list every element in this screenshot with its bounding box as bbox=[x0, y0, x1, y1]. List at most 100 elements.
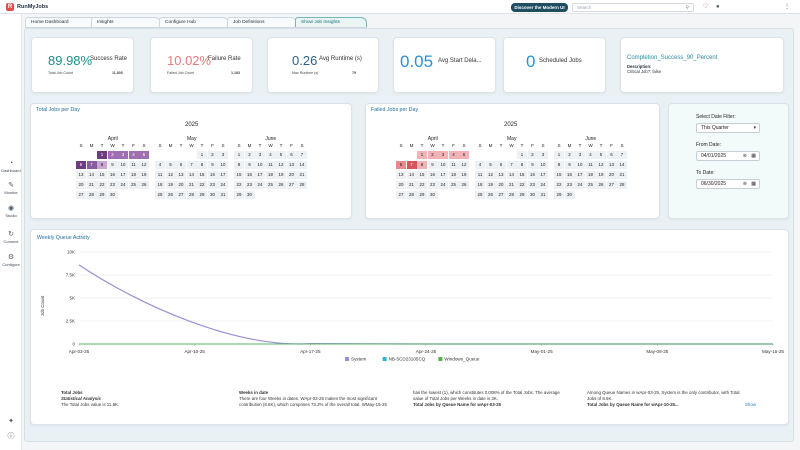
calendar-day[interactable]: 18 bbox=[155, 181, 165, 189]
calendar-day[interactable]: 18 bbox=[475, 181, 485, 189]
calendar-day[interactable]: 12 bbox=[165, 171, 176, 179]
calendar-day[interactable]: 28 bbox=[297, 181, 307, 189]
calendar-day[interactable]: 25 bbox=[448, 181, 459, 189]
calendar-day[interactable]: 18 bbox=[265, 171, 276, 179]
calendar-day[interactable]: 25 bbox=[265, 181, 276, 189]
calendar-day[interactable]: 21 bbox=[86, 181, 97, 189]
calendar-day[interactable]: 3 bbox=[218, 151, 228, 159]
calendar-day[interactable]: 1 bbox=[97, 151, 107, 159]
calendar-day[interactable]: 25 bbox=[128, 181, 139, 189]
calendar-day[interactable]: 20 bbox=[496, 181, 506, 189]
calendar-day[interactable]: 29 bbox=[417, 191, 427, 199]
calendar-day[interactable]: 31 bbox=[538, 191, 548, 199]
calendar-day[interactable]: 8 bbox=[197, 161, 207, 169]
calendar-day[interactable]: 14 bbox=[297, 161, 307, 169]
calendar-icon[interactable]: ▦ bbox=[751, 153, 756, 159]
calendar-icon[interactable]: ▦ bbox=[751, 181, 756, 187]
calendar-day[interactable]: 4 bbox=[128, 151, 139, 159]
calendar-day[interactable]: 9 bbox=[207, 161, 218, 169]
notification-bell-icon[interactable]: ♡ bbox=[703, 4, 709, 10]
calendar-day[interactable]: 1 bbox=[234, 151, 244, 159]
calendar-day[interactable]: 14 bbox=[617, 161, 627, 169]
calendar-day[interactable]: 30 bbox=[207, 191, 218, 199]
calendar-day[interactable]: 11 bbox=[128, 161, 139, 169]
to-date-input[interactable]: 06/30/2025 ⊗ ▦ bbox=[696, 179, 760, 189]
tab-home-dashboard[interactable]: Home Dashboard bbox=[25, 17, 97, 28]
calendar-day[interactable]: 19 bbox=[485, 181, 496, 189]
calendar-day[interactable]: 23 bbox=[527, 181, 538, 189]
calendar-day[interactable]: 27 bbox=[176, 191, 186, 199]
calendar-day[interactable]: 15 bbox=[97, 171, 107, 179]
calendar-day[interactable]: 25 bbox=[155, 191, 165, 199]
calendar-day[interactable]: 7 bbox=[406, 161, 417, 169]
calendar-day[interactable]: 18 bbox=[128, 171, 139, 179]
more-options-icon[interactable]: ⋮ bbox=[784, 4, 790, 10]
tab-configure-hub[interactable]: Configure Hub bbox=[159, 17, 229, 28]
sidebar-item-monitor[interactable]: ✎ Monitor bbox=[0, 182, 22, 195]
calendar-day[interactable]: 20 bbox=[286, 171, 297, 179]
calendar-day[interactable]: 19 bbox=[165, 181, 176, 189]
calendar-day[interactable]: 9 bbox=[427, 161, 438, 169]
calendar-day[interactable]: 17 bbox=[538, 171, 548, 179]
calendar-day[interactable]: 4 bbox=[265, 151, 276, 159]
calendar-day[interactable]: 20 bbox=[606, 171, 617, 179]
calendar-day[interactable]: 26 bbox=[596, 181, 606, 189]
calendar-day[interactable]: 22 bbox=[417, 181, 427, 189]
calendar-day[interactable]: 27 bbox=[286, 181, 297, 189]
calendar-day[interactable]: 27 bbox=[496, 191, 506, 199]
calendar-day[interactable]: 22 bbox=[97, 181, 107, 189]
calendar-day[interactable]: 29 bbox=[554, 191, 564, 199]
calendar-day[interactable]: 6 bbox=[396, 161, 406, 169]
calendar-day[interactable]: 27 bbox=[396, 191, 406, 199]
show-more-link[interactable]: Show bbox=[745, 402, 756, 407]
calendar-day[interactable]: 24 bbox=[255, 181, 265, 189]
calendar-day[interactable]: 2 bbox=[564, 151, 575, 159]
calendar-day[interactable]: 26 bbox=[459, 181, 469, 189]
calendar-day[interactable]: 29 bbox=[197, 191, 207, 199]
avg-start-delay-card[interactable]: 0.05 Avg Start Dela... bbox=[393, 37, 496, 93]
calendar-day[interactable]: 12 bbox=[139, 161, 149, 169]
calendar-day[interactable]: 24 bbox=[438, 181, 448, 189]
calendar-day[interactable]: 27 bbox=[76, 191, 86, 199]
calendar-day[interactable]: 21 bbox=[186, 181, 197, 189]
calendar-day[interactable]: 1 bbox=[554, 151, 564, 159]
calendar-day[interactable]: 16 bbox=[207, 171, 218, 179]
date-filter-select[interactable]: This Quarter ▾ bbox=[696, 123, 760, 133]
calendar-day[interactable]: 11 bbox=[448, 161, 459, 169]
calendar-day[interactable]: 22 bbox=[554, 181, 564, 189]
calendar-day[interactable]: 15 bbox=[554, 171, 564, 179]
calendar-day[interactable]: 23 bbox=[564, 181, 575, 189]
from-date-input[interactable]: 04/01/2025 ⊗ ▦ bbox=[696, 151, 760, 161]
calendar-day[interactable]: 7 bbox=[506, 161, 517, 169]
calendar-day[interactable]: 25 bbox=[585, 181, 596, 189]
calendar-day[interactable]: 8 bbox=[97, 161, 107, 169]
calendar-day[interactable]: 15 bbox=[517, 171, 527, 179]
calendar-day[interactable]: 20 bbox=[176, 181, 186, 189]
calendar-day[interactable]: 2 bbox=[207, 151, 218, 159]
calendar-day[interactable]: 30 bbox=[107, 191, 118, 199]
calendar-day[interactable]: 8 bbox=[234, 161, 244, 169]
calendar-day[interactable]: 25 bbox=[475, 191, 485, 199]
scheduled-jobs-card[interactable]: 0 Scheduled Jobs bbox=[503, 37, 606, 93]
calendar-day[interactable]: 17 bbox=[218, 171, 228, 179]
calendar-day[interactable]: 16 bbox=[427, 171, 438, 179]
calendar-day[interactable]: 24 bbox=[575, 181, 585, 189]
calendar-day[interactable]: 17 bbox=[118, 171, 128, 179]
calendar-day[interactable]: 17 bbox=[575, 171, 585, 179]
calendar-day[interactable]: 23 bbox=[244, 181, 255, 189]
calendar-day[interactable]: 22 bbox=[234, 181, 244, 189]
calendar-day[interactable]: 21 bbox=[297, 171, 307, 179]
calendar-day[interactable]: 3 bbox=[538, 151, 548, 159]
calendar-day[interactable]: 12 bbox=[596, 161, 606, 169]
calendar-day[interactable]: 5 bbox=[165, 161, 176, 169]
tab-show-job-insights[interactable]: Show Job Insights bbox=[295, 17, 367, 28]
calendar-day[interactable]: 18 bbox=[585, 171, 596, 179]
calendar-day[interactable]: 28 bbox=[406, 191, 417, 199]
calendar-day[interactable]: 3 bbox=[255, 151, 265, 159]
app-logo[interactable]: R bbox=[6, 3, 14, 11]
calendar-day[interactable]: 30 bbox=[427, 191, 438, 199]
calendar-day[interactable]: 29 bbox=[97, 191, 107, 199]
calendar-day[interactable]: 16 bbox=[564, 171, 575, 179]
calendar-day[interactable]: 8 bbox=[517, 161, 527, 169]
calendar-day[interactable]: 7 bbox=[186, 161, 197, 169]
